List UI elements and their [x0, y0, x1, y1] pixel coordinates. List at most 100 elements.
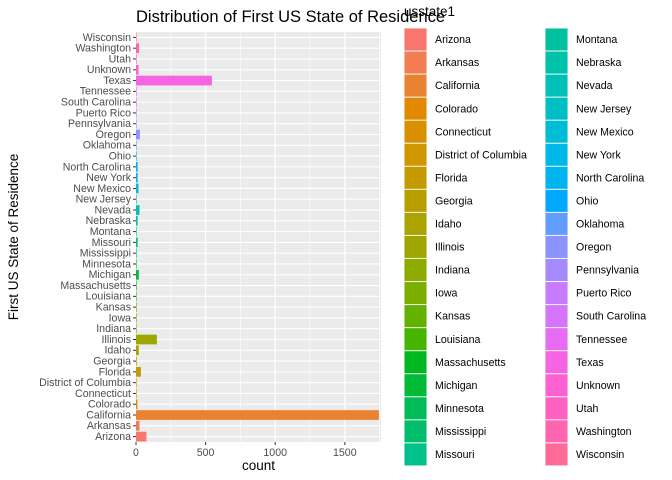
legend-key-swatch [404, 397, 427, 420]
legend-key-swatch [545, 51, 568, 74]
y-tick-label: California [86, 409, 131, 421]
bar-illinois [136, 334, 157, 345]
y-tick-label: Oregon [96, 129, 131, 141]
legend-label: Idaho [435, 219, 462, 231]
legend-label: South Carolina [576, 311, 646, 323]
y-tick-label: New Jersey [76, 194, 132, 206]
legend-key-swatch [404, 282, 427, 305]
legend-key-swatch [545, 166, 568, 189]
y-tick-label: New York [86, 172, 131, 184]
bar-mississippi [136, 248, 137, 259]
legend-label: Arkansas [435, 57, 479, 69]
y-tick-label: Oklahoma [83, 140, 131, 152]
y-tick-label: Utah [109, 53, 131, 65]
y-tick-label: Connecticut [75, 388, 131, 400]
legend-label: California [435, 80, 480, 92]
y-tick-label: Idaho [104, 345, 131, 357]
bar-oklahoma [136, 140, 137, 151]
legend-key-swatch [545, 282, 568, 305]
legend-key-swatch [545, 351, 568, 374]
y-tick-label: Michigan [89, 269, 132, 281]
legend-key-swatch [545, 420, 568, 443]
bar-louisiana [136, 291, 137, 302]
y-tick-label: Mississippi [80, 248, 131, 260]
legend-label: Unknown [576, 380, 620, 392]
legend-key-swatch [404, 74, 427, 97]
bar-north-carolina [136, 162, 138, 172]
legend-key-swatch [404, 443, 427, 466]
legend-label: District of Columbia [435, 149, 527, 161]
bar-idaho [136, 345, 139, 356]
legend-label: Nebraska [576, 57, 621, 69]
legend-label: Oregon [576, 242, 611, 254]
bar-nebraska [136, 215, 138, 226]
bar-arkansas [136, 420, 140, 431]
bar-iowa [136, 313, 137, 323]
bar-unknown [136, 64, 139, 75]
bar-oregon [136, 129, 140, 140]
legend-key-swatch [545, 235, 568, 258]
legend-key-swatch [545, 305, 568, 328]
legend-key-swatch [545, 259, 568, 281]
legend-label: Florida [435, 172, 467, 184]
y-tick-label: Montana [90, 226, 131, 238]
legend-key-swatch [545, 374, 568, 397]
y-tick-label: Minnesota [82, 258, 131, 270]
legend-key-swatch [545, 97, 568, 120]
legend-key-swatch [545, 143, 568, 166]
legend-key-swatch [545, 328, 568, 351]
y-tick-label: Arizona [95, 431, 131, 443]
legend-label: Arizona [435, 34, 471, 46]
bar-california [136, 410, 379, 420]
y-tick-label: Washington [75, 43, 131, 55]
legend-key-swatch [545, 443, 568, 466]
bar-colorado [136, 399, 138, 410]
bar-indiana [136, 323, 137, 334]
x-tick-label: 1500 [333, 447, 357, 459]
legend-key-swatch [404, 166, 427, 189]
legend-label: New Mexico [576, 126, 634, 138]
legend-key-swatch [404, 259, 427, 281]
bar-minnesota [136, 259, 137, 269]
plot-panel [136, 32, 381, 442]
legend-label: Nevada [576, 80, 613, 92]
y-tick-label: Puerto Rico [76, 107, 131, 119]
y-tick-label: Pennsylvania [68, 118, 131, 130]
legend-label: Louisiana [435, 334, 480, 346]
legend-label: Tennessee [576, 334, 627, 346]
bar-utah [136, 54, 137, 64]
legend-label: Michigan [435, 380, 478, 392]
bar-new-jersey [136, 194, 137, 205]
legend-label: New Jersey [576, 103, 632, 115]
legend-label: Connecticut [435, 126, 491, 138]
legend-label: Illinois [435, 242, 464, 254]
legend-label: Washington [576, 426, 632, 438]
bar-arizona [136, 431, 147, 442]
legend-key-swatch [404, 28, 427, 51]
legend-label: Utah [576, 403, 598, 415]
legend-label: Indiana [435, 265, 470, 277]
bar-texas [136, 75, 212, 86]
y-tick-label: New Mexico [73, 183, 131, 195]
legend-label: Ohio [576, 195, 598, 207]
legend-label: Georgia [435, 195, 473, 207]
y-tick-label: Georgia [93, 355, 131, 367]
bar-tennessee [136, 86, 137, 97]
y-tick-label: Kansas [96, 302, 131, 314]
legend-title: usstate1 [404, 4, 455, 19]
y-tick-label: Ohio [109, 150, 131, 162]
y-axis-title: First US State of Residence [6, 154, 21, 321]
legend-label: Missouri [435, 449, 474, 461]
y-tick-label: North Carolina [63, 161, 131, 173]
y-tick-label: Nevada [94, 204, 131, 216]
bar-missouri [136, 237, 138, 248]
bar-pennsylvania [136, 118, 137, 129]
y-tick-label: District of Columbia [39, 377, 131, 389]
y-tick-label: Colorado [88, 399, 131, 411]
bar-ohio [136, 151, 137, 161]
x-tick-label: 0 [133, 447, 139, 459]
legend-key-swatch [545, 74, 568, 97]
bar-connecticut [136, 388, 137, 399]
bar-new-mexico [136, 183, 139, 194]
